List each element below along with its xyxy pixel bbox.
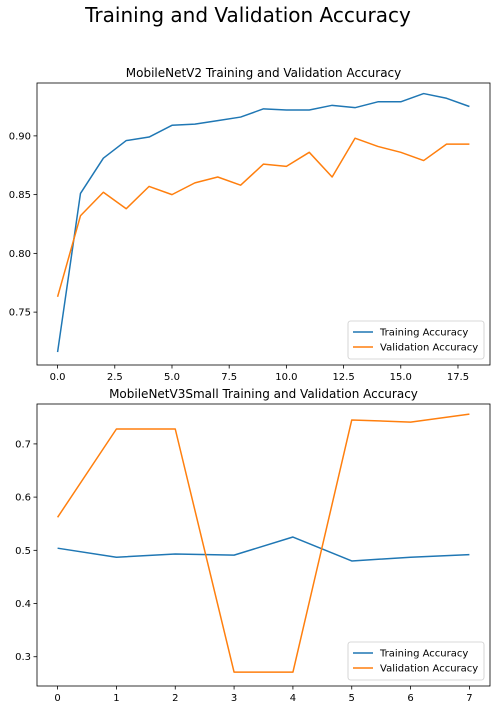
x-tick-label: 3 (231, 693, 237, 704)
y-tick-label: 0.6 (15, 493, 31, 504)
series-line-training-accuracy (56, 92, 470, 353)
y-tick-label: 0.3 (15, 652, 31, 663)
x-tick-label: 6 (407, 693, 413, 704)
subplots-group: MobileNetV2 Training and Validation Accu… (9, 66, 491, 704)
x-tick-label: 15.0 (390, 372, 412, 383)
y-tick-label: 0.4 (15, 599, 31, 610)
series-line-validation-accuracy (56, 137, 470, 298)
x-tick-label: 17.5 (447, 372, 469, 383)
subplot-2: MobileNetV3Small Training and Validation… (15, 387, 491, 704)
subplot-title: MobileNetV2 Training and Validation Accu… (126, 66, 402, 80)
y-tick-label: 0.5 (15, 546, 31, 557)
y-tick-label: 0.7 (15, 439, 31, 450)
y-tick-label: 0.85 (9, 190, 31, 201)
legend: Training Accuracy Validation Accuracy (347, 320, 485, 360)
legend-entry-label: Validation Accuracy (380, 343, 478, 354)
y-tick-label: 0.75 (9, 308, 31, 319)
subplot-1: MobileNetV2 Training and Validation Accu… (9, 66, 491, 383)
legend-box (347, 641, 485, 681)
x-tick-label: 5 (349, 693, 355, 704)
series-line-validation-accuracy (56, 413, 470, 673)
subplot-title: MobileNetV3Small Training and Validation… (109, 387, 418, 401)
x-tick-label: 4 (290, 693, 296, 704)
x-tick-label: 0.0 (50, 372, 66, 383)
legend-entry-label: Training Accuracy (379, 328, 468, 339)
legend-entry-label: Training Accuracy (379, 649, 468, 660)
y-tick-label: 0.90 (9, 131, 31, 142)
x-tick-label: 12.5 (332, 372, 354, 383)
x-tick-label: 1 (113, 693, 119, 704)
x-tick-label: 2 (172, 693, 178, 704)
y-tick-label: 0.80 (9, 249, 31, 260)
series-line-training-accuracy (57, 536, 470, 562)
axes-frame (36, 82, 491, 366)
x-tick-label: 7.5 (221, 372, 237, 383)
axes-frame (36, 403, 491, 687)
legend-entry-label: Validation Accuracy (380, 664, 478, 675)
x-tick-label: 7 (466, 693, 472, 704)
x-tick-label: 0 (54, 693, 60, 704)
x-tick-label: 10.0 (275, 372, 297, 383)
legend: Training Accuracy Validation Accuracy (347, 641, 485, 681)
legend-box (347, 320, 485, 360)
x-tick-label: 5.0 (164, 372, 180, 383)
figure-suptitle: Training and Validation Accuracy (84, 3, 411, 27)
x-tick-label: 2.5 (107, 372, 123, 383)
